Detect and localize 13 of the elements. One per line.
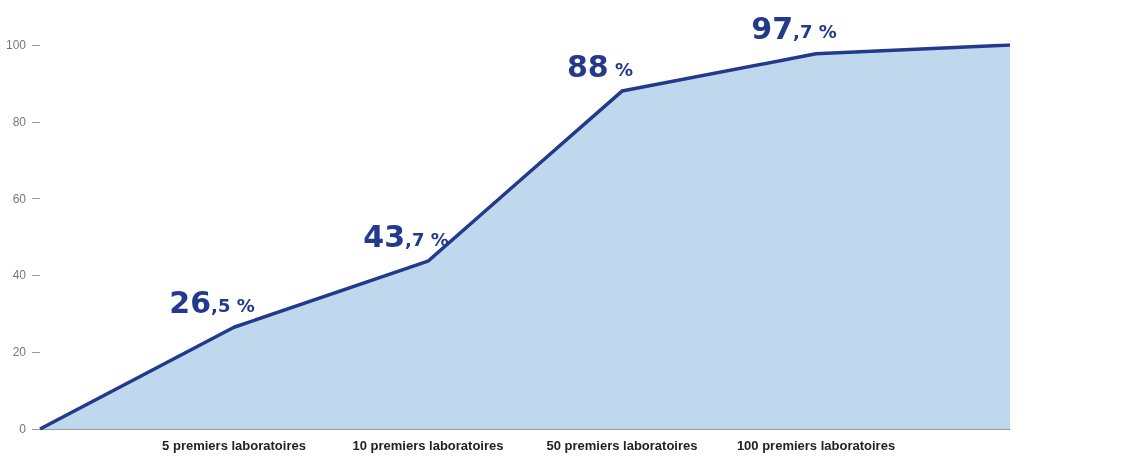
x-tick-label: 5 premiers laboratoires xyxy=(162,438,306,453)
y-tick-label: 0 xyxy=(19,422,27,436)
y-tick-label: 40 xyxy=(12,268,27,283)
y-tick-label: 100 xyxy=(5,38,27,52)
x-tick-label: 100 premiers laboratoires xyxy=(736,438,896,453)
y-tick-label: 20 xyxy=(12,345,27,360)
data-label: 88 % xyxy=(566,48,634,84)
x-tick-label: 10 premiers laboratoires xyxy=(352,438,504,453)
x-tick-label: 50 premiers laboratoires xyxy=(546,438,698,453)
data-label: 26,5 % xyxy=(169,284,255,320)
y-tick-label: 80 xyxy=(12,114,27,129)
data-label: 97,7 % xyxy=(751,11,837,47)
y-tick-label: 60 xyxy=(12,191,27,206)
